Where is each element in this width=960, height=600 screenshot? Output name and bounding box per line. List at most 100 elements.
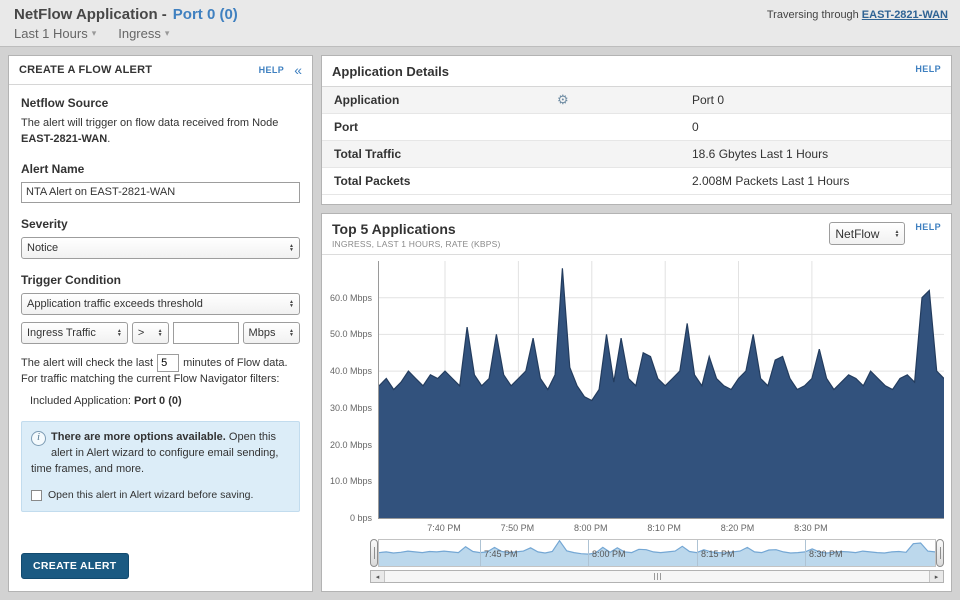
- grip-icon: [656, 573, 658, 580]
- time-range-value: Last 1 Hours: [14, 26, 88, 41]
- overview-chart[interactable]: 7:45 PM 8:00 PM 8:15 PM 8:30 PM: [378, 539, 936, 567]
- row-value: 18.6 Gbytes Last 1 Hours: [692, 147, 829, 161]
- create-flow-alert-panel: CREATE A FLOW ALERT HELP « Netflow Sourc…: [8, 55, 313, 592]
- included-application-value: Port 0 (0): [133, 394, 182, 407]
- chart-panel-header: Top 5 Applications INGRESS, LAST 1 HOURS…: [322, 214, 951, 255]
- row-label: Total Packets: [334, 174, 411, 188]
- x-axis-label: 8:00 PM: [574, 523, 608, 533]
- chevron-down-icon: ▾: [164, 28, 170, 38]
- info-box-lead: There are more options available.: [51, 430, 226, 443]
- wizard-checkbox-row[interactable]: Open this alert in Alert wizard before s…: [31, 488, 290, 503]
- page-title-text: NetFlow Application -: [14, 6, 167, 23]
- overview-tick-label: 8:30 PM: [809, 549, 843, 559]
- chart-titles: Top 5 Applications INGRESS, LAST 1 HOURS…: [332, 221, 501, 249]
- trigger-condition-select[interactable]: Application traffic exceeds threshold ▲ ▼: [21, 292, 300, 315]
- brush-row: 7:45 PM 8:00 PM 8:15 PM 8:30 PM: [370, 539, 944, 567]
- page-header: Traversing through EAST-2821-WAN NetFlow …: [0, 0, 960, 47]
- x-axis-label: 8:20 PM: [720, 523, 755, 533]
- chart-subtitle: INGRESS, LAST 1 HOURS, RATE (KBPS): [332, 239, 501, 249]
- unit-value: Mbps: [248, 326, 276, 339]
- application-link[interactable]: Port 0 (0): [172, 6, 238, 23]
- table-row: Application ⚙ Port 0: [322, 87, 951, 114]
- direction-value: Ingress: [118, 26, 161, 41]
- gear-icon[interactable]: ⚙: [557, 92, 569, 107]
- select-spinner-icon: ▲ ▼: [116, 327, 122, 338]
- traversing-label: Traversing through: [766, 9, 859, 21]
- chevron-down-icon: ▾: [91, 28, 97, 38]
- time-range-dropdown[interactable]: Last 1 Hours ▾: [14, 26, 96, 41]
- y-axis-label: 30.0 Mbps: [329, 402, 372, 413]
- overview-tick-label: 8:00 PM: [592, 549, 626, 559]
- check-interval-text: The alert will check the last minutes of…: [21, 353, 300, 372]
- y-axis-label: 20.0 Mbps: [329, 439, 372, 450]
- y-axis-label: 50.0 Mbps: [329, 329, 372, 340]
- alert-name-label: Alert Name: [21, 161, 85, 176]
- metric-select[interactable]: Ingress Traffic ▲ ▼: [21, 321, 128, 344]
- wizard-checkbox[interactable]: [31, 489, 42, 501]
- overview-tick-label: 8:15 PM: [701, 549, 735, 559]
- alert-panel-title: CREATE A FLOW ALERT: [19, 64, 153, 76]
- operator-select[interactable]: > ▲ ▼: [131, 321, 169, 344]
- source-node-name: EAST-2821-WAN: [21, 132, 108, 145]
- header-filters: Last 1 Hours ▾ Ingress ▾: [14, 26, 948, 41]
- create-alert-button[interactable]: CREATE ALERT: [21, 553, 129, 579]
- traversing-note: Traversing through EAST-2821-WAN: [767, 9, 948, 21]
- select-spinner-icon: ▲ ▼: [157, 327, 163, 338]
- info-box: i There are more options available. Open…: [21, 420, 300, 512]
- overview-tick-line: [697, 540, 698, 566]
- severity-value: Notice: [27, 241, 59, 254]
- scrollbar-thumb[interactable]: [385, 571, 929, 582]
- direction-dropdown[interactable]: Ingress ▾: [118, 26, 169, 41]
- brush-handle-left[interactable]: [370, 539, 378, 567]
- info-box-text: Open this alert in Alert wizard to confi…: [31, 430, 279, 475]
- main-content: CREATE A FLOW ALERT HELP « Netflow Sourc…: [0, 47, 960, 600]
- operator-value: >: [137, 326, 145, 339]
- x-axis: 7:40 PM 7:50 PM 8:00 PM 8:10 PM 8:20 PM 8:30 …: [378, 521, 944, 536]
- alert-name-input[interactable]: [21, 181, 300, 203]
- row-value: 0: [692, 120, 699, 134]
- source-description: The alert will trigger on flow data rece…: [21, 117, 279, 145]
- chart-title: Top 5 Applications: [332, 221, 456, 237]
- minutes-input[interactable]: [157, 353, 180, 372]
- grip-icon: [659, 573, 661, 580]
- collapse-panel-icon[interactable]: «: [294, 62, 302, 78]
- overview-tick-line: [588, 540, 589, 566]
- severity-label: Severity: [21, 216, 68, 231]
- chart-scrollbar[interactable]: ◂ ▸: [370, 570, 944, 583]
- filter-text: For traffic matching the current Flow Na…: [21, 372, 280, 385]
- page-title: NetFlow Application - Port 0 (0): [14, 6, 948, 23]
- grip-icon: [653, 573, 655, 580]
- area-chart[interactable]: [378, 261, 944, 519]
- severity-select[interactable]: Notice ▲ ▼: [21, 236, 300, 259]
- traversing-node-link[interactable]: EAST-2821-WAN: [861, 9, 948, 21]
- top-applications-panel: Top 5 Applications INGRESS, LAST 1 HOURS…: [321, 213, 952, 592]
- table-row: Port 0: [322, 114, 951, 141]
- metric-value: Ingress Traffic: [27, 326, 96, 339]
- row-label: Application: [334, 93, 400, 107]
- details-panel-header: Application Details HELP: [322, 56, 951, 87]
- help-link[interactable]: HELP: [915, 222, 941, 232]
- brush-handle-right[interactable]: [936, 539, 944, 567]
- select-spinner-icon: ▲ ▼: [289, 298, 294, 309]
- y-axis: 60.0 Mbps 50.0 Mbps 40.0 Mbps 30.0 Mbps 20.0…: [322, 261, 378, 523]
- alert-panel-header: CREATE A FLOW ALERT HELP «: [9, 56, 312, 85]
- overview-tick-label: 7:45 PM: [484, 549, 518, 559]
- row-value: 2.008M Packets Last 1 Hours: [692, 174, 850, 188]
- threshold-row: Ingress Traffic ▲ ▼ > ▲ ▼ Mbps ▲ ▼: [21, 321, 300, 344]
- table-row: Total Packets 2.008M Packets Last 1 Hour…: [322, 168, 951, 195]
- netflow-source-label: Netflow Source: [21, 96, 109, 110]
- wizard-checkbox-label: Open this alert in Alert wizard before s…: [48, 488, 254, 501]
- row-value: Port 0: [692, 93, 725, 107]
- help-link[interactable]: HELP: [915, 64, 941, 74]
- info-icon: i: [31, 430, 46, 446]
- y-axis-label: 60.0 Mbps: [329, 292, 372, 303]
- x-axis-label: 8:30 PM: [794, 523, 828, 533]
- scroll-left-button[interactable]: ◂: [371, 571, 385, 582]
- threshold-input[interactable]: [172, 321, 239, 344]
- help-link[interactable]: HELP: [258, 65, 285, 75]
- scroll-right-button[interactable]: ▸: [929, 571, 943, 582]
- flow-source-select[interactable]: NetFlow ▲ ▼: [829, 222, 906, 245]
- chart-area: 60.0 Mbps 50.0 Mbps 40.0 Mbps 30.0 Mbps 20.0…: [322, 261, 951, 523]
- select-spinner-icon: ▲ ▼: [289, 242, 294, 253]
- unit-select[interactable]: Mbps ▲ ▼: [242, 321, 300, 344]
